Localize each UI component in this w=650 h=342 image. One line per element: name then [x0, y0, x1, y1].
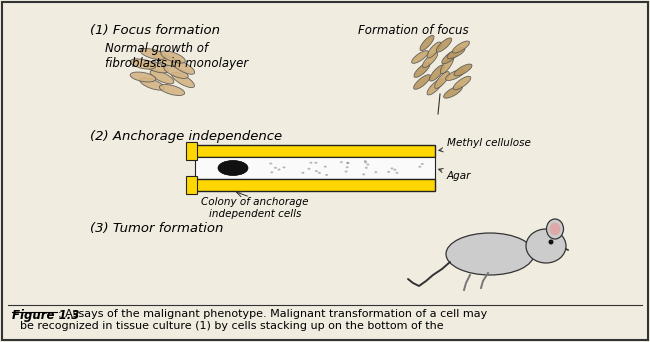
- Ellipse shape: [325, 174, 328, 176]
- Ellipse shape: [309, 162, 313, 164]
- Ellipse shape: [269, 162, 272, 165]
- Ellipse shape: [422, 52, 437, 68]
- Ellipse shape: [302, 172, 304, 174]
- Bar: [186, 142, 197, 160]
- Ellipse shape: [364, 160, 367, 162]
- Ellipse shape: [393, 169, 396, 171]
- Ellipse shape: [391, 168, 393, 169]
- Ellipse shape: [430, 65, 445, 81]
- Ellipse shape: [447, 48, 465, 58]
- Text: (3) Tumor formation: (3) Tumor formation: [90, 222, 224, 235]
- Ellipse shape: [526, 229, 566, 263]
- Ellipse shape: [452, 41, 469, 53]
- Ellipse shape: [549, 223, 560, 236]
- Text: be recognized in tissue culture (1) by cells stacking up on the bottom of the: be recognized in tissue culture (1) by c…: [20, 321, 443, 331]
- Ellipse shape: [442, 50, 458, 64]
- Ellipse shape: [172, 73, 194, 88]
- Ellipse shape: [365, 167, 368, 169]
- Ellipse shape: [414, 63, 430, 77]
- Ellipse shape: [324, 166, 327, 168]
- Ellipse shape: [364, 161, 367, 163]
- Text: independent cells: independent cells: [209, 209, 301, 219]
- Ellipse shape: [427, 79, 443, 95]
- Ellipse shape: [307, 168, 311, 170]
- Ellipse shape: [453, 76, 471, 90]
- Ellipse shape: [315, 170, 318, 172]
- Text: Figure 1.3: Figure 1.3: [12, 309, 79, 322]
- Ellipse shape: [153, 54, 178, 66]
- Ellipse shape: [395, 172, 398, 174]
- Ellipse shape: [427, 42, 441, 58]
- Ellipse shape: [454, 64, 472, 76]
- Text: Agar: Agar: [439, 169, 471, 181]
- Ellipse shape: [446, 233, 534, 275]
- Ellipse shape: [387, 171, 390, 173]
- Ellipse shape: [547, 219, 564, 239]
- Ellipse shape: [411, 51, 428, 63]
- Ellipse shape: [164, 66, 188, 78]
- Ellipse shape: [362, 173, 365, 175]
- Ellipse shape: [278, 169, 281, 171]
- Ellipse shape: [140, 78, 164, 90]
- Text: : Assays of the malignant phenotype. Malignant transformation of a cell may: : Assays of the malignant phenotype. Mal…: [58, 309, 488, 319]
- Ellipse shape: [318, 172, 321, 174]
- Ellipse shape: [161, 51, 185, 63]
- Text: Colony of anchorage: Colony of anchorage: [202, 197, 309, 207]
- Ellipse shape: [130, 72, 156, 82]
- Ellipse shape: [172, 60, 194, 74]
- Text: Methyl cellulose: Methyl cellulose: [439, 138, 531, 152]
- Ellipse shape: [130, 59, 156, 69]
- Ellipse shape: [549, 239, 554, 245]
- Ellipse shape: [340, 161, 343, 163]
- Bar: [195, 145, 435, 157]
- Ellipse shape: [346, 162, 350, 164]
- Text: Formation of focus: Formation of focus: [358, 24, 469, 37]
- Bar: [195, 179, 435, 191]
- Ellipse shape: [418, 166, 421, 168]
- Ellipse shape: [144, 61, 168, 73]
- Ellipse shape: [367, 163, 369, 166]
- Ellipse shape: [436, 38, 452, 52]
- Ellipse shape: [140, 49, 166, 60]
- Ellipse shape: [270, 171, 273, 173]
- Ellipse shape: [159, 84, 185, 95]
- Ellipse shape: [150, 70, 174, 84]
- Ellipse shape: [218, 160, 248, 175]
- Ellipse shape: [413, 75, 430, 89]
- Ellipse shape: [315, 162, 317, 164]
- Ellipse shape: [274, 167, 277, 169]
- Ellipse shape: [421, 163, 424, 165]
- Text: (1) Focus formation: (1) Focus formation: [90, 24, 220, 37]
- Ellipse shape: [435, 71, 449, 89]
- Ellipse shape: [441, 56, 454, 74]
- Text: (2) Anchorage independence: (2) Anchorage independence: [90, 130, 282, 143]
- Ellipse shape: [283, 167, 285, 168]
- Ellipse shape: [420, 35, 434, 51]
- Ellipse shape: [445, 69, 465, 80]
- Ellipse shape: [344, 171, 348, 172]
- Text: Normal growth of
fibroblasts in monolayer: Normal growth of fibroblasts in monolaye…: [105, 42, 248, 70]
- Bar: [195, 157, 435, 179]
- Bar: [186, 176, 197, 194]
- Ellipse shape: [346, 166, 348, 168]
- Ellipse shape: [444, 86, 462, 98]
- Ellipse shape: [374, 171, 378, 173]
- Ellipse shape: [346, 162, 349, 164]
